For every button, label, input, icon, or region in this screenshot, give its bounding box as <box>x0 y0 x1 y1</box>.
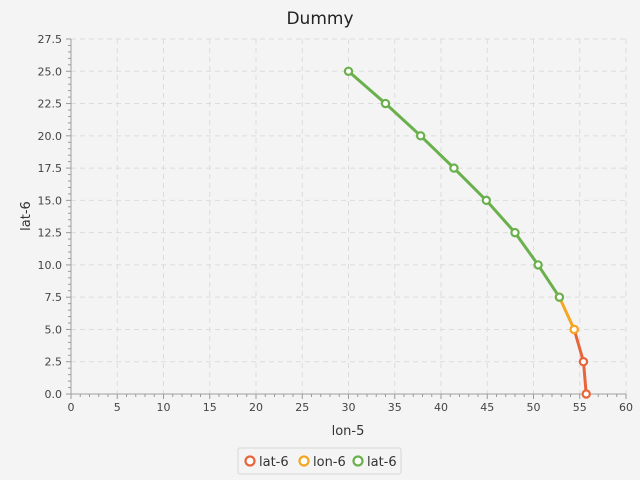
legend-marker-2 <box>298 455 310 467</box>
legend-label-2: lon-6 <box>313 455 346 470</box>
chart-title: Dummy <box>286 9 353 29</box>
y-axis-label: lat-6 <box>19 201 34 231</box>
data-point <box>343 66 354 76</box>
x-tick-label: 40 <box>434 401 448 414</box>
legend-label-3: lat-6 <box>367 455 397 470</box>
y-tick-label: 0.0 <box>45 388 63 401</box>
data-point <box>578 357 589 367</box>
y-tick-label: 22.5 <box>38 98 63 111</box>
x-tick-label: 45 <box>480 401 494 414</box>
series-points <box>343 66 591 399</box>
data-point <box>481 195 492 206</box>
legend: lat-6 lon-6 lat-6 <box>237 447 402 475</box>
x-tick-label: 15 <box>203 401 217 414</box>
series-line-3 <box>347 69 561 299</box>
x-tick-label: 55 <box>573 401 587 414</box>
y-tick-label: 7.5 <box>45 291 63 304</box>
data-point <box>581 389 591 399</box>
y-tick-label: 5.0 <box>45 323 63 336</box>
data-point <box>415 131 426 141</box>
y-tick-label: 17.5 <box>38 162 63 175</box>
data-point <box>533 260 543 270</box>
x-axis-label: lon-5 <box>332 424 365 439</box>
y-axis-ticks: 0.0 2.5 5.0 7.5 10.0 12.5 15.0 17.5 20.0 22.5 25.0… <box>38 33 71 401</box>
legend-label-1: lat-6 <box>259 455 289 470</box>
legend-marker-1 <box>244 455 256 467</box>
x-tick-label: 25 <box>295 401 309 414</box>
y-tick-label: 25.0 <box>38 65 63 78</box>
x-tick-label: 60 <box>619 401 633 414</box>
legend-box <box>237 447 402 475</box>
y-tick-label: 27.5 <box>38 33 63 46</box>
x-tick-label: 30 <box>342 401 356 414</box>
x-tick-label: 35 <box>388 401 402 414</box>
x-tick-label: 5 <box>114 401 121 414</box>
data-point <box>449 163 459 173</box>
y-tick-label: 12.5 <box>38 227 63 240</box>
x-tick-label: 20 <box>249 401 263 414</box>
data-point <box>380 98 391 109</box>
y-tick-label: 20.0 <box>38 130 63 143</box>
legend-marker-3 <box>352 455 364 467</box>
x-tick-label: 10 <box>157 401 171 414</box>
x-tick-label: 0 <box>68 401 75 414</box>
x-tick-label: 50 <box>527 401 541 414</box>
y-tick-label: 10.0 <box>38 259 63 272</box>
data-point <box>554 292 565 302</box>
y-tick-label: 15.0 <box>38 194 63 207</box>
data-point <box>569 324 579 335</box>
x-axis-ticks: 0 5 10 15 20 25 30 35 40 45 50 55 60 <box>68 394 633 414</box>
series-line-2 <box>557 295 576 331</box>
y-tick-label: 2.5 <box>45 356 63 369</box>
data-point <box>510 227 520 238</box>
